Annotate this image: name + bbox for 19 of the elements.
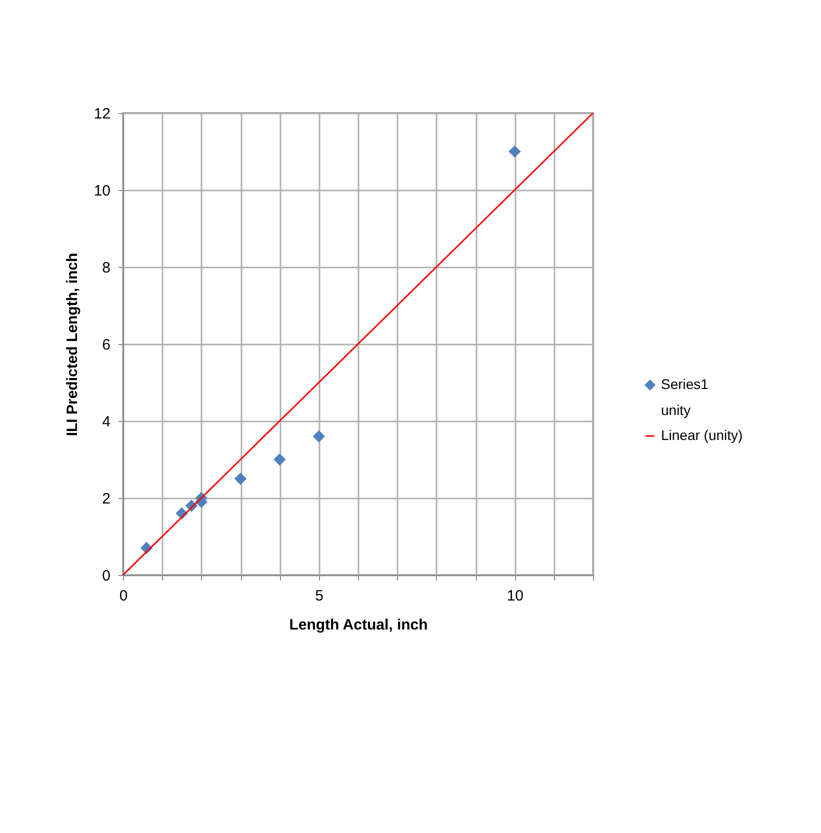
y-tick-label: 8 [102,260,110,276]
y-tick-label: 12 [94,106,110,122]
legend-label: Series1 [661,376,709,392]
y-tick-label: 10 [94,182,110,200]
point [508,145,521,158]
text: unity [661,402,691,418]
x-tick-label: 5 [315,588,324,604]
point [274,453,286,466]
x-axis-title: Length Actual, inch [289,616,428,634]
legend-label: Linear (unity) [661,427,743,443]
point [234,472,247,485]
point [312,430,325,443]
x-tick-label: 10 [506,588,524,604]
y-tick-label: 2 [102,490,110,508]
y-tick-label: 4 [102,414,110,430]
y-axis-title: ILI Predicted Length, inch [64,252,81,436]
y-tick-label: 0 [102,568,110,584]
x-tick-label: 0 [119,588,128,604]
y-tick-label: 6 [102,336,110,354]
